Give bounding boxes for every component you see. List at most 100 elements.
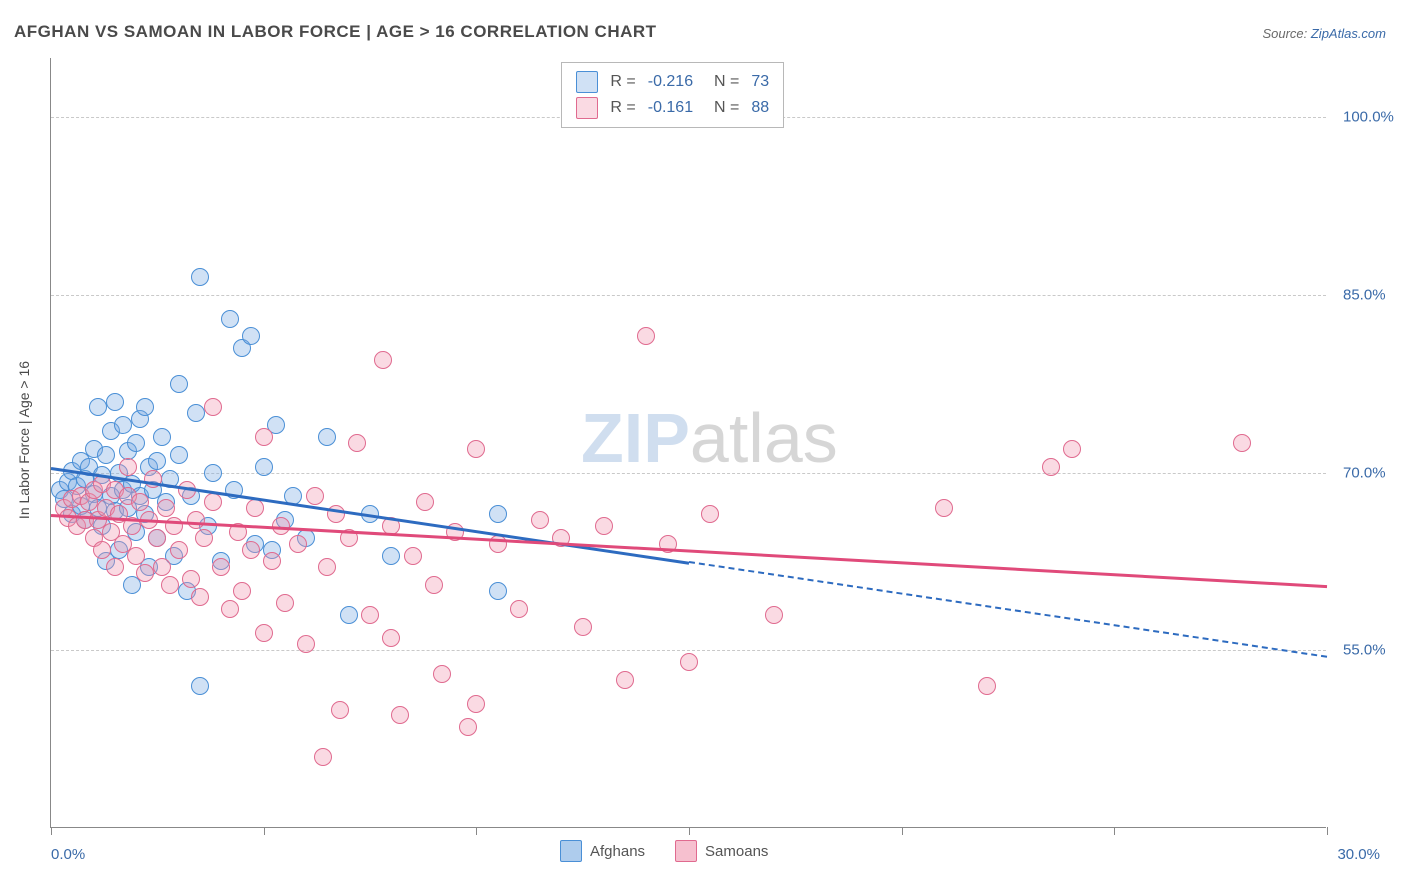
trend-line-extrapolated bbox=[689, 561, 1327, 658]
scatter-point bbox=[161, 576, 179, 594]
scatter-point bbox=[680, 653, 698, 671]
scatter-point bbox=[361, 606, 379, 624]
scatter-point bbox=[348, 434, 366, 452]
scatter-point bbox=[306, 487, 324, 505]
x-tick bbox=[51, 827, 52, 835]
scatter-point bbox=[637, 327, 655, 345]
scatter-point bbox=[187, 404, 205, 422]
scatter-point bbox=[1063, 440, 1081, 458]
scatter-point bbox=[106, 393, 124, 411]
scatter-point bbox=[212, 558, 230, 576]
scatter-point bbox=[467, 695, 485, 713]
scatter-point bbox=[157, 499, 175, 517]
scatter-point bbox=[93, 541, 111, 559]
plot-area: ZIPatlas 55.0%70.0%85.0%100.0%0.0%30.0%R… bbox=[50, 58, 1326, 828]
x-tick bbox=[1114, 827, 1115, 835]
legend-swatch bbox=[576, 97, 598, 119]
n-value: 88 bbox=[751, 95, 769, 121]
scatter-point bbox=[136, 398, 154, 416]
scatter-point bbox=[701, 505, 719, 523]
legend-item: Samoans bbox=[675, 840, 768, 862]
scatter-point bbox=[374, 351, 392, 369]
scatter-point bbox=[114, 416, 132, 434]
x-tick bbox=[1327, 827, 1328, 835]
scatter-point bbox=[433, 665, 451, 683]
x-tick bbox=[264, 827, 265, 835]
scatter-point bbox=[331, 701, 349, 719]
scatter-point bbox=[489, 582, 507, 600]
scatter-point bbox=[255, 624, 273, 642]
correlation-legend-row: R =-0.161 N =88 bbox=[576, 95, 769, 121]
source-link[interactable]: ZipAtlas.com bbox=[1311, 26, 1386, 41]
r-label: R = bbox=[610, 95, 635, 121]
scatter-point bbox=[467, 440, 485, 458]
chart-container: AFGHAN VS SAMOAN IN LABOR FORCE | AGE > … bbox=[0, 0, 1406, 892]
scatter-point bbox=[391, 706, 409, 724]
r-label: R = bbox=[610, 69, 635, 95]
scatter-point bbox=[574, 618, 592, 636]
scatter-point bbox=[616, 671, 634, 689]
scatter-point bbox=[297, 635, 315, 653]
scatter-point bbox=[204, 493, 222, 511]
scatter-point bbox=[89, 398, 107, 416]
scatter-point bbox=[170, 446, 188, 464]
scatter-point bbox=[459, 718, 477, 736]
legend-swatch bbox=[560, 840, 582, 862]
scatter-point bbox=[314, 748, 332, 766]
scatter-point bbox=[204, 464, 222, 482]
scatter-point bbox=[318, 558, 336, 576]
scatter-point bbox=[221, 600, 239, 618]
scatter-point bbox=[131, 493, 149, 511]
scatter-point bbox=[263, 552, 281, 570]
chart-title: AFGHAN VS SAMOAN IN LABOR FORCE | AGE > … bbox=[14, 22, 657, 42]
scatter-point bbox=[204, 398, 222, 416]
scatter-point bbox=[170, 375, 188, 393]
scatter-point bbox=[510, 600, 528, 618]
scatter-point bbox=[246, 499, 264, 517]
scatter-point bbox=[148, 452, 166, 470]
legend-item: Afghans bbox=[560, 840, 645, 862]
scatter-point bbox=[97, 446, 115, 464]
x-min-label: 0.0% bbox=[51, 846, 85, 863]
r-value: -0.161 bbox=[648, 95, 693, 121]
scatter-point bbox=[182, 570, 200, 588]
y-axis-title: In Labor Force | Age > 16 bbox=[16, 361, 32, 519]
legend-swatch bbox=[675, 840, 697, 862]
scatter-point bbox=[127, 434, 145, 452]
scatter-point bbox=[255, 428, 273, 446]
x-tick bbox=[902, 827, 903, 835]
scatter-point bbox=[1042, 458, 1060, 476]
scatter-point bbox=[148, 529, 166, 547]
scatter-point bbox=[191, 677, 209, 695]
x-tick bbox=[476, 827, 477, 835]
legend-label: Samoans bbox=[705, 843, 768, 860]
scatter-point bbox=[382, 629, 400, 647]
scatter-point bbox=[106, 558, 124, 576]
correlation-legend: R =-0.216 N =73R =-0.161 N =88 bbox=[561, 62, 784, 128]
scatter-point bbox=[276, 594, 294, 612]
scatter-point bbox=[221, 310, 239, 328]
scatter-point bbox=[489, 505, 507, 523]
scatter-point bbox=[191, 268, 209, 286]
legend-swatch bbox=[576, 71, 598, 93]
gridline-h bbox=[51, 295, 1326, 296]
scatter-point bbox=[935, 499, 953, 517]
source-prefix: Source: bbox=[1262, 26, 1310, 41]
scatter-point bbox=[187, 511, 205, 529]
scatter-point bbox=[318, 428, 336, 446]
scatter-point bbox=[136, 564, 154, 582]
gridline-h bbox=[51, 473, 1326, 474]
scatter-point bbox=[382, 547, 400, 565]
legend-bottom: Afghans Samoans bbox=[560, 840, 768, 862]
n-label: N = bbox=[705, 69, 739, 95]
scatter-point bbox=[1233, 434, 1251, 452]
y-tick-label: 85.0% bbox=[1343, 286, 1386, 303]
y-tick-label: 55.0% bbox=[1343, 642, 1386, 659]
scatter-point bbox=[191, 588, 209, 606]
watermark-atlas: atlas bbox=[690, 399, 838, 477]
scatter-point bbox=[255, 458, 273, 476]
scatter-point bbox=[404, 547, 422, 565]
scatter-point bbox=[195, 529, 213, 547]
scatter-point bbox=[595, 517, 613, 535]
gridline-h bbox=[51, 650, 1326, 651]
